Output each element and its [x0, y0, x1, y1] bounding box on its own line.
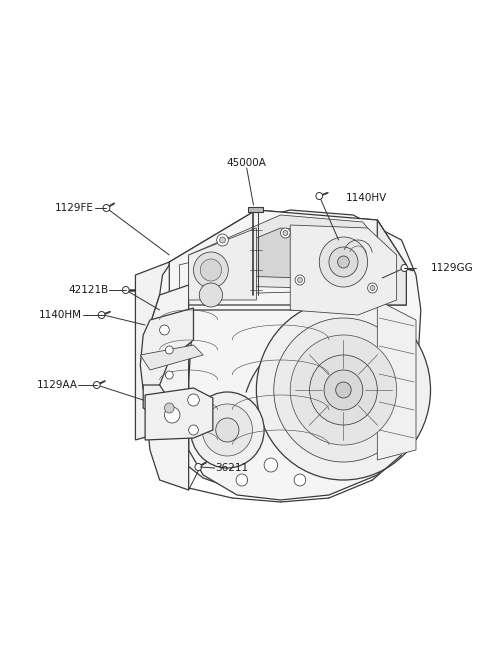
Circle shape	[310, 355, 377, 425]
Text: 45000A: 45000A	[227, 158, 266, 168]
Circle shape	[191, 392, 264, 468]
Polygon shape	[189, 215, 392, 290]
Polygon shape	[145, 285, 189, 490]
Circle shape	[236, 474, 248, 486]
Polygon shape	[377, 220, 407, 305]
Text: 1140HM: 1140HM	[39, 310, 82, 320]
Text: 36211: 36211	[215, 463, 248, 473]
Circle shape	[160, 325, 169, 335]
Circle shape	[283, 231, 288, 236]
Polygon shape	[189, 310, 421, 500]
Text: 1140HV: 1140HV	[346, 193, 386, 203]
Circle shape	[199, 283, 223, 307]
Circle shape	[202, 404, 252, 456]
Circle shape	[193, 252, 228, 288]
Polygon shape	[145, 388, 213, 440]
Polygon shape	[248, 207, 263, 212]
Circle shape	[220, 237, 226, 243]
Circle shape	[401, 265, 408, 272]
Polygon shape	[169, 210, 407, 310]
Circle shape	[264, 458, 277, 472]
Circle shape	[256, 300, 431, 480]
Circle shape	[319, 237, 368, 287]
Circle shape	[216, 418, 239, 442]
Circle shape	[280, 228, 290, 238]
Circle shape	[165, 407, 180, 423]
Circle shape	[316, 193, 323, 200]
Polygon shape	[377, 300, 416, 460]
Circle shape	[93, 381, 100, 388]
Circle shape	[122, 286, 129, 293]
Polygon shape	[169, 210, 407, 305]
Polygon shape	[135, 262, 169, 440]
Polygon shape	[143, 210, 421, 492]
Text: 1129GG: 1129GG	[431, 263, 473, 273]
Circle shape	[337, 256, 349, 268]
Circle shape	[166, 371, 173, 379]
Circle shape	[189, 425, 198, 435]
Circle shape	[98, 312, 105, 318]
Circle shape	[295, 275, 305, 285]
Circle shape	[336, 382, 351, 398]
Circle shape	[274, 318, 413, 462]
Circle shape	[216, 234, 228, 246]
Polygon shape	[290, 225, 396, 315]
Circle shape	[188, 394, 199, 406]
Circle shape	[294, 474, 306, 486]
Text: 1129FE: 1129FE	[55, 203, 94, 213]
Text: 1129AA: 1129AA	[36, 380, 77, 390]
Circle shape	[103, 204, 110, 212]
Polygon shape	[143, 385, 193, 418]
Text: 42121B: 42121B	[68, 285, 108, 295]
Circle shape	[165, 403, 174, 413]
Circle shape	[200, 259, 222, 281]
Circle shape	[324, 370, 363, 410]
Polygon shape	[140, 345, 203, 370]
Polygon shape	[140, 308, 193, 390]
Polygon shape	[189, 228, 256, 300]
Circle shape	[298, 278, 302, 282]
Circle shape	[195, 464, 202, 470]
Circle shape	[329, 247, 358, 277]
Circle shape	[370, 286, 375, 291]
Polygon shape	[203, 228, 372, 280]
Circle shape	[368, 283, 377, 293]
Circle shape	[166, 346, 173, 354]
Circle shape	[290, 335, 396, 445]
